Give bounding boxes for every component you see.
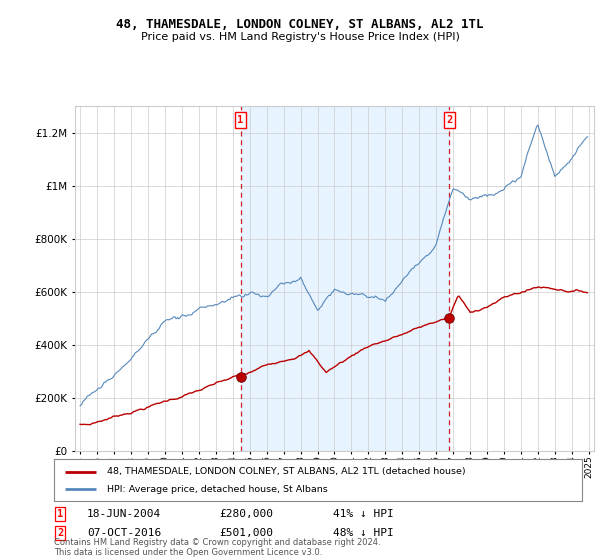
Text: HPI: Average price, detached house, St Albans: HPI: Average price, detached house, St A… bbox=[107, 485, 328, 494]
Text: 48% ↓ HPI: 48% ↓ HPI bbox=[333, 528, 394, 538]
Text: 07-OCT-2016: 07-OCT-2016 bbox=[87, 528, 161, 538]
Bar bbox=[241, 106, 449, 451]
Text: £501,000: £501,000 bbox=[219, 528, 273, 538]
Text: 1: 1 bbox=[57, 509, 63, 519]
Text: 18-JUN-2004: 18-JUN-2004 bbox=[87, 509, 161, 519]
Text: 2: 2 bbox=[57, 528, 63, 538]
Text: 41% ↓ HPI: 41% ↓ HPI bbox=[333, 509, 394, 519]
Text: 1: 1 bbox=[238, 115, 244, 125]
Text: 48, THAMESDALE, LONDON COLNEY, ST ALBANS, AL2 1TL: 48, THAMESDALE, LONDON COLNEY, ST ALBANS… bbox=[116, 18, 484, 31]
Text: £280,000: £280,000 bbox=[219, 509, 273, 519]
Text: 2: 2 bbox=[446, 115, 452, 125]
Text: Contains HM Land Registry data © Crown copyright and database right 2024.
This d: Contains HM Land Registry data © Crown c… bbox=[54, 538, 380, 557]
Text: 48, THAMESDALE, LONDON COLNEY, ST ALBANS, AL2 1TL (detached house): 48, THAMESDALE, LONDON COLNEY, ST ALBANS… bbox=[107, 467, 466, 477]
Text: Price paid vs. HM Land Registry's House Price Index (HPI): Price paid vs. HM Land Registry's House … bbox=[140, 32, 460, 43]
